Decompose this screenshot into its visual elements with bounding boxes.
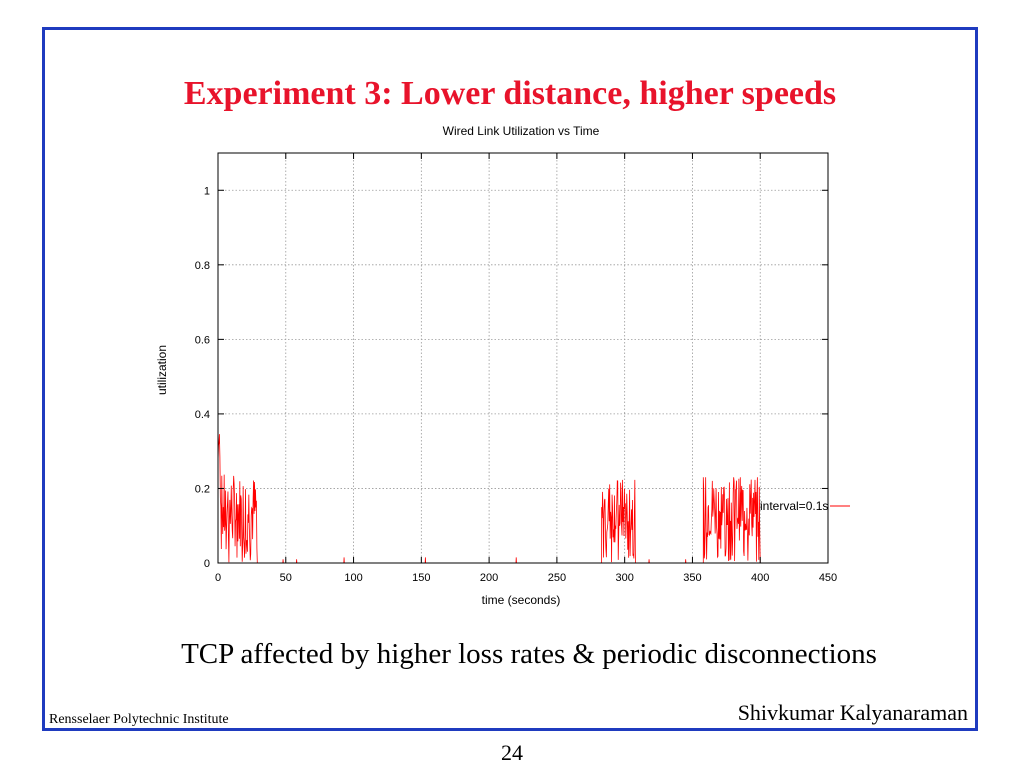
x-axis-label: time (seconds) [482, 593, 561, 607]
x-tick-label: 450 [819, 572, 837, 584]
x-tick-label: 250 [548, 572, 566, 584]
y-tick-label: 0.8 [195, 260, 210, 272]
slide-caption: TCP affected by higher loss rates & peri… [181, 638, 877, 670]
y-axis-label: utilization [155, 345, 169, 395]
footer-institution: Rensselaer Polytechnic Institute [49, 712, 229, 727]
utilization-chart: Wired Link Utilization vs Time time (sec… [146, 120, 856, 610]
x-tick-label: 300 [615, 572, 633, 584]
x-tick-label: 350 [683, 572, 701, 584]
x-tick-label: 50 [280, 572, 292, 584]
x-tick-label: 400 [751, 572, 769, 584]
y-tick-label: 0 [204, 558, 210, 570]
ticks: 0 50 100 150 200 250 300 350 400 450 0 0.2 0.4 0.6 0.8… [195, 153, 837, 584]
grid [218, 153, 828, 563]
y-tick-label: 0.2 [195, 483, 210, 495]
x-tick-label: 150 [412, 572, 430, 584]
legend-label: interval=0.1s [760, 499, 828, 513]
x-tick-label: 100 [344, 572, 362, 584]
page-number: 24 [501, 740, 523, 765]
plot-area [217, 152, 829, 564]
chart-svg: Wired Link Utilization vs Time time (sec… [155, 124, 850, 607]
y-tick-label: 0.4 [195, 409, 210, 421]
data-series [217, 434, 850, 564]
x-tick-label: 0 [215, 572, 221, 584]
footer-author: Shivkumar Kalyanaraman [737, 700, 968, 725]
y-tick-label: 0.6 [195, 334, 210, 346]
slide-border [42, 27, 978, 731]
chart-title: Wired Link Utilization vs Time [443, 124, 600, 138]
utilization-line [217, 434, 828, 564]
y-tick-label: 1 [204, 185, 210, 197]
x-tick-label: 200 [480, 572, 498, 584]
slide-title: Experiment 3: Lower distance, higher spe… [183, 75, 837, 112]
